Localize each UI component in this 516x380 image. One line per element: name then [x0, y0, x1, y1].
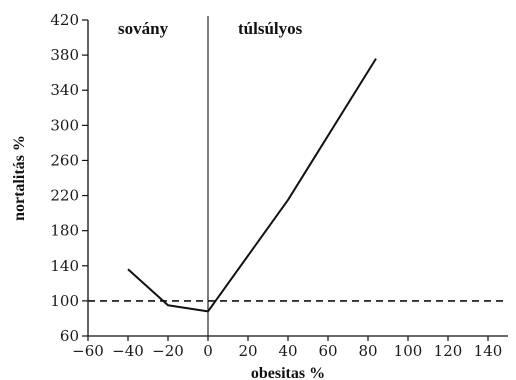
y-tick-label: 140 [50, 257, 79, 275]
x-tick-label: 40 [278, 342, 297, 360]
y-axis-title: nortalitás % [11, 135, 28, 221]
y-tick-label: 380 [50, 46, 79, 64]
x-tick-label: −40 [112, 342, 144, 360]
mortality-series-line [127, 58, 377, 313]
x-ticks: −60 −40 −20 0 20 40 60 80 100 120 140 [72, 336, 502, 360]
y-tick-label: 180 [50, 222, 79, 240]
region-label: sovány [118, 19, 169, 38]
x-tick-label: −20 [152, 342, 184, 360]
x-tick-label: 20 [238, 342, 257, 360]
y-tick-label: 260 [50, 151, 79, 169]
x-tick-label: 60 [318, 342, 337, 360]
x-tick-label: 120 [434, 342, 463, 360]
y-tick-label: 420 [50, 11, 79, 29]
axes [87, 20, 508, 337]
region-annotations: sovány túlsúlyos [118, 19, 303, 38]
x-tick-label: −60 [72, 342, 104, 360]
x-tick-label: 80 [358, 342, 377, 360]
y-tick-label: 220 [50, 187, 79, 205]
y-tick-label: 340 [50, 81, 79, 99]
x-tick-label: 140 [474, 342, 503, 360]
y-ticks: 60 100 140 180 220 260 300 340 380 420 [50, 11, 88, 345]
x-tick-label: 100 [394, 342, 423, 360]
y-tick-label: 300 [50, 116, 79, 134]
y-tick-label: 60 [60, 327, 79, 345]
reference-lines [88, 16, 508, 336]
x-axis-title: obesitas % [251, 365, 325, 380]
series-layer [127, 58, 377, 313]
region-label: túlsúlyos [238, 19, 303, 38]
x-tick-label: 0 [203, 342, 213, 360]
y-tick-label: 100 [50, 292, 79, 310]
